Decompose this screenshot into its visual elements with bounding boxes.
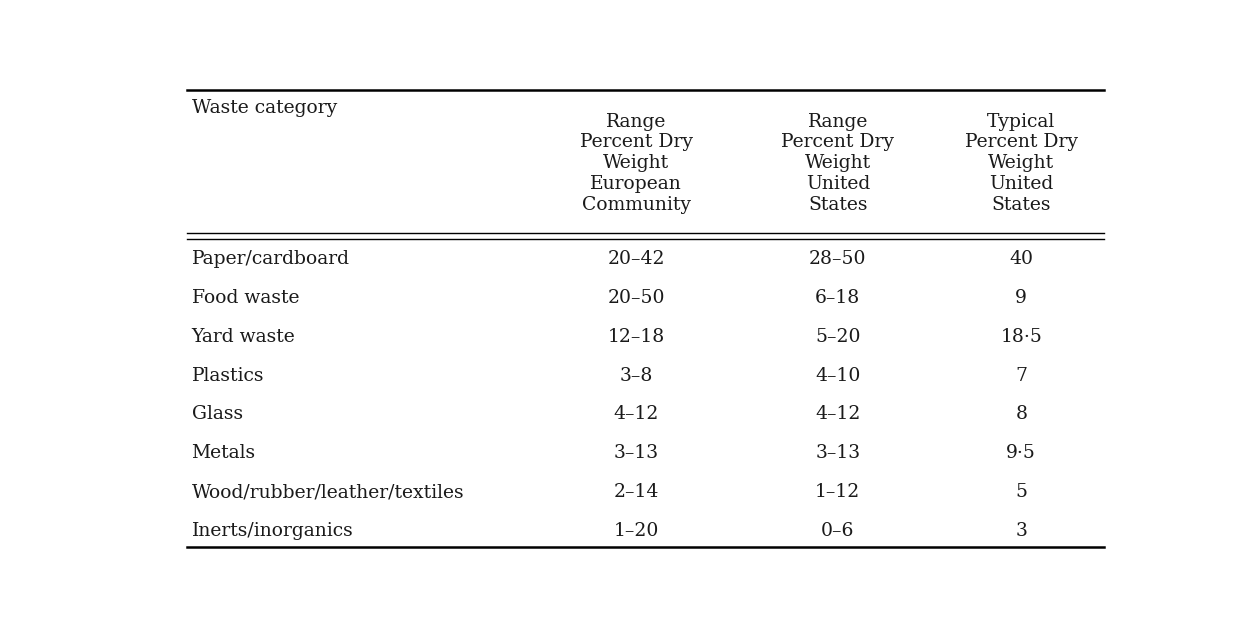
Text: 4–12: 4–12 — [815, 405, 861, 423]
Text: 5–20: 5–20 — [815, 327, 861, 346]
Text: 12–18: 12–18 — [607, 327, 665, 346]
Text: Typical
Percent Dry
Weight
United
States: Typical Percent Dry Weight United States — [964, 112, 1078, 214]
Text: 9·5: 9·5 — [1006, 444, 1036, 463]
Text: Inerts/inorganics: Inerts/inorganics — [191, 522, 354, 540]
Text: 20–42: 20–42 — [607, 250, 665, 268]
Text: 3: 3 — [1015, 522, 1027, 540]
Text: 3–8: 3–8 — [619, 367, 652, 384]
Text: Glass: Glass — [191, 405, 243, 423]
Text: 8: 8 — [1015, 405, 1027, 423]
Text: Metals: Metals — [191, 444, 256, 463]
Text: 9: 9 — [1015, 289, 1027, 307]
Text: 28–50: 28–50 — [810, 250, 866, 268]
Text: Plastics: Plastics — [191, 367, 264, 384]
Text: 7: 7 — [1015, 367, 1027, 384]
Text: 4–10: 4–10 — [815, 367, 861, 384]
Text: 3–13: 3–13 — [613, 444, 658, 463]
Text: 40: 40 — [1010, 250, 1034, 268]
Text: Paper/cardboard: Paper/cardboard — [191, 250, 350, 268]
Text: 3–13: 3–13 — [816, 444, 860, 463]
Text: Food waste: Food waste — [191, 289, 300, 307]
Text: Waste category: Waste category — [191, 99, 336, 117]
Text: Range
Percent Dry
Weight
European
Community: Range Percent Dry Weight European Commun… — [579, 112, 692, 214]
Text: Wood/rubber/leather/textiles: Wood/rubber/leather/textiles — [191, 483, 465, 501]
Text: 20–50: 20–50 — [607, 289, 665, 307]
Text: Range
Percent Dry
Weight
United
States: Range Percent Dry Weight United States — [782, 112, 894, 214]
Text: 18·5: 18·5 — [1001, 327, 1042, 346]
Text: 4–12: 4–12 — [613, 405, 658, 423]
Text: Yard waste: Yard waste — [191, 327, 296, 346]
Text: 2–14: 2–14 — [613, 483, 658, 501]
Text: 1–12: 1–12 — [816, 483, 860, 501]
Text: 0–6: 0–6 — [821, 522, 855, 540]
Text: 6–18: 6–18 — [816, 289, 860, 307]
Text: 1–20: 1–20 — [613, 522, 658, 540]
Text: 5: 5 — [1015, 483, 1027, 501]
